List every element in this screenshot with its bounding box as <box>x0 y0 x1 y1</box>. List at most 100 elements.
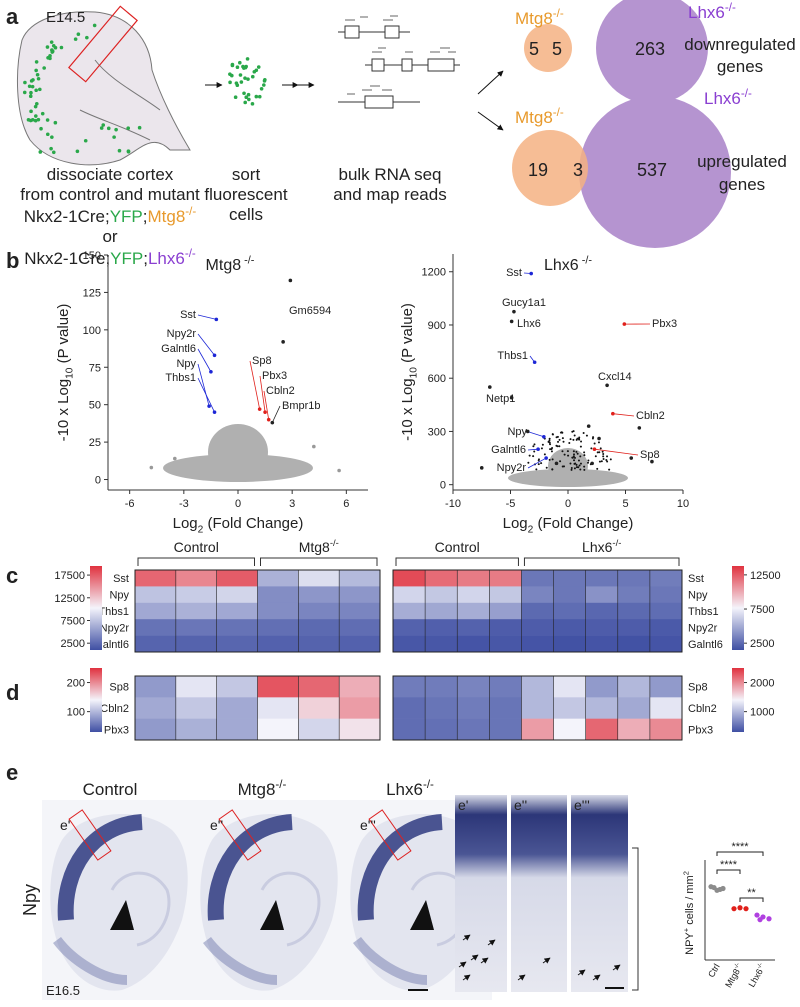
heatmap-cell <box>489 676 522 698</box>
heatmap-cell <box>489 635 522 653</box>
cell-dot <box>101 123 106 127</box>
cell-dot <box>247 97 251 102</box>
label-leader <box>523 272 532 274</box>
heatmap-cell <box>521 635 554 653</box>
inset-label: e'' <box>210 817 223 833</box>
data-point <box>731 906 737 912</box>
cloud-dot <box>545 466 548 469</box>
heatmap-cell <box>339 619 381 636</box>
heatmap-cell <box>649 676 683 698</box>
point-label: Pbx3 <box>652 318 677 330</box>
x-tick-label: 6 <box>343 498 349 510</box>
heatmap-cell <box>257 697 299 719</box>
cloud-dot <box>532 445 535 448</box>
cloud-dot <box>537 463 540 466</box>
cloud-dot <box>560 431 563 434</box>
venn-label: Mtg8-/- <box>515 7 564 28</box>
cloud-dot <box>563 453 566 456</box>
data-point <box>622 322 627 326</box>
step-text: dissociate cortex <box>47 165 174 184</box>
row-label: Pbx3 <box>104 724 129 736</box>
colorbar-label: 1000 <box>750 707 774 719</box>
cloud-dot <box>577 459 580 462</box>
cell-dot <box>29 109 33 114</box>
y-axis-label-part: + <box>681 927 690 932</box>
heatmap-cell <box>175 602 217 620</box>
heatmap-cell <box>521 676 554 698</box>
cell-dot <box>254 94 259 99</box>
venn-label-part: Mtg8 <box>515 9 553 28</box>
heatmap-cell <box>585 635 619 653</box>
group-label-part: -/- <box>612 538 621 549</box>
cloud-dot <box>570 468 573 471</box>
heatmap-cell <box>489 602 522 620</box>
heatmap-cell <box>617 676 651 698</box>
heatmap-cell <box>649 619 683 636</box>
venn-caption: upregulated <box>697 152 787 171</box>
heatmap-cell <box>617 635 651 653</box>
heatmap-cell <box>339 676 381 698</box>
data-point <box>597 436 601 441</box>
venn-count: 19 <box>528 160 548 180</box>
data-point <box>509 319 514 324</box>
inset-box <box>218 809 262 861</box>
heatmap-cell <box>489 697 522 719</box>
row-label: Thbs1 <box>98 606 129 618</box>
cloud-dot <box>561 437 564 440</box>
heatmap-cell <box>257 676 299 698</box>
significance-label: **** <box>720 859 738 871</box>
heatmap-cell <box>521 718 554 741</box>
cloud-dot <box>563 465 566 468</box>
cloud-dot <box>572 430 575 433</box>
y-axis-label: -10 x Log10 (P value) <box>55 304 76 442</box>
column-label: Mtg8-/- <box>238 778 287 799</box>
data-point <box>525 429 530 434</box>
colorbar <box>732 566 744 650</box>
stage-label: E16.5 <box>46 983 80 998</box>
x-axis-label: Log2 (Fold Change) <box>503 515 634 536</box>
cloud-dot <box>548 437 551 440</box>
heatmap-cell <box>393 586 426 604</box>
cell-arrows <box>458 934 621 981</box>
cloud-dot <box>606 455 609 458</box>
point-label: Cxcl14 <box>598 371 632 383</box>
heatmap-cell <box>489 570 522 587</box>
cell-dot <box>59 45 64 50</box>
cell-dot <box>242 91 246 96</box>
cloud-dot <box>587 459 590 462</box>
cloud-dot <box>543 453 546 456</box>
heatmap-cell <box>393 676 426 698</box>
cloud-dot <box>601 450 604 453</box>
heatmap-cell <box>457 619 490 636</box>
cell-dot <box>33 104 38 109</box>
cell-dot <box>53 120 58 125</box>
heatmap-cell <box>298 602 340 620</box>
panel-letter: e <box>6 760 18 785</box>
cloud-dot <box>598 460 601 463</box>
group-label-part: Mtg8 <box>299 539 330 555</box>
category-label-part: -/- <box>755 962 764 970</box>
venn-caption: genes <box>717 57 763 76</box>
label-leader <box>263 390 270 420</box>
y-tick-label: 0 <box>95 475 101 487</box>
data-point <box>288 278 293 283</box>
y-axis-label-part: 2 <box>681 871 690 875</box>
heatmap-cell <box>457 676 490 698</box>
heatmap-cell <box>457 697 490 719</box>
genotype-part: YFP <box>110 249 143 268</box>
heatmap-cell <box>135 676 177 698</box>
heatmap-cell <box>425 676 458 698</box>
cell-dot <box>42 66 46 70</box>
y-tick-label: 125 <box>83 287 101 299</box>
cell-dot <box>243 76 247 80</box>
data-point <box>757 917 763 923</box>
cell-dot <box>45 118 50 122</box>
point-label: Sst <box>180 309 196 321</box>
cloud-dot <box>540 447 543 450</box>
cloud-dot <box>600 460 603 463</box>
y-tick-label: 300 <box>428 426 446 438</box>
point-label: Sp8 <box>640 449 660 461</box>
point-label: Npy2r <box>167 328 197 340</box>
heatmap-cell <box>175 619 217 636</box>
cell-dot <box>34 114 38 118</box>
